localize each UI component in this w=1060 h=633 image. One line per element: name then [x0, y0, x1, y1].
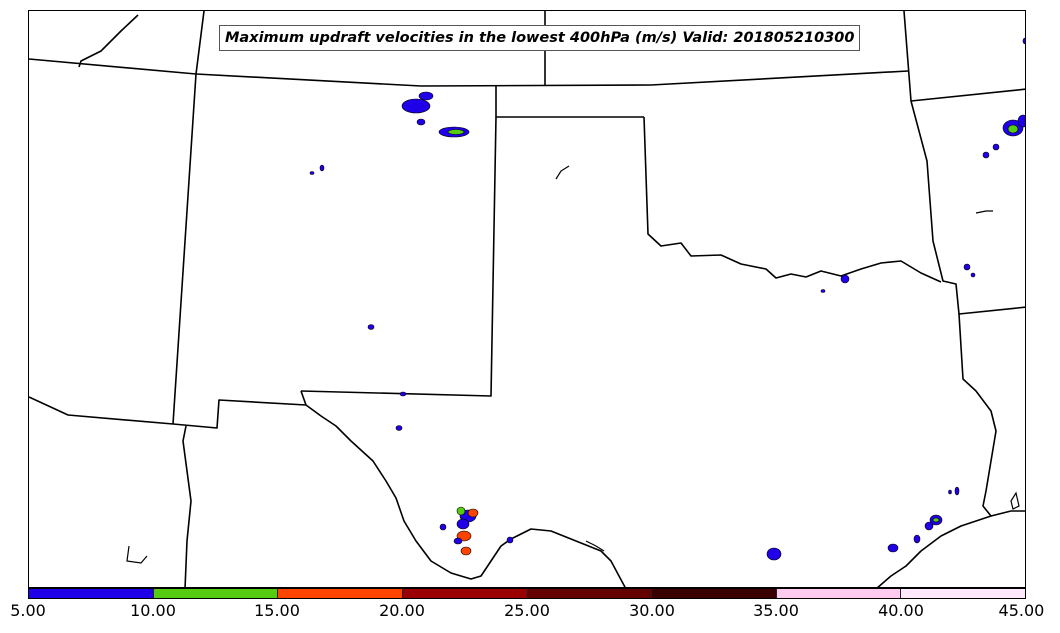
- colorbar-tick-label: 20.00: [379, 601, 425, 620]
- colorbar-segment: [652, 589, 777, 598]
- coastline-texas: [877, 510, 1025, 587]
- updraft-cell: [319, 164, 325, 172]
- updraft-cell: [1017, 114, 1025, 128]
- updraft-cell: [416, 118, 426, 126]
- colorbar-segment: [901, 589, 1025, 598]
- updraft-cell: [948, 489, 952, 495]
- updraft-cell: [913, 534, 921, 544]
- map-title: Maximum updraft velocities in the lowest…: [219, 25, 861, 51]
- state-border-tx-nm-south: [172, 399, 307, 429]
- updraft-cell: [418, 91, 434, 101]
- colorbar-tick-label: 35.00: [753, 601, 799, 620]
- colorbar-tick-label: 5.00: [10, 601, 46, 620]
- colorbar-tick-label: 40.00: [878, 601, 924, 620]
- colorbar-segment: [29, 589, 154, 598]
- lake-outline: [555, 165, 570, 180]
- updraft-cell: [887, 543, 899, 553]
- updraft-cell: [401, 98, 431, 114]
- state-border-missouri: [903, 11, 1025, 102]
- updraft-cell: [439, 523, 447, 531]
- updraft-cell: [820, 289, 826, 293]
- state-border-north: [29, 58, 909, 87]
- lake-outlines: [126, 165, 1020, 564]
- state-border-nm-tx-east: [300, 116, 497, 397]
- coastline-michigan: [78, 14, 139, 68]
- updraft-cell: [460, 546, 472, 556]
- updraft-cell: [954, 486, 960, 496]
- updraft-cell: [840, 274, 850, 284]
- updraft-cell: [309, 171, 315, 175]
- updraft-cell: [395, 425, 403, 431]
- updraft-cell: [766, 547, 782, 561]
- colorbar-tick-label: 10.00: [130, 601, 176, 620]
- colorbar-tick-label: 15.00: [254, 601, 300, 620]
- updraft-cell: [367, 324, 375, 330]
- updraft-cell: [456, 506, 466, 516]
- lake-outline: [975, 210, 993, 214]
- updraft-cell: [1007, 124, 1019, 134]
- state-border-tx-la: [958, 313, 997, 517]
- updraft-cell: [506, 536, 514, 544]
- state-border-tx-mexico: [300, 390, 626, 587]
- colorbar-segment: [776, 589, 902, 598]
- updraft-cell: [963, 263, 971, 271]
- updraft-cell: [982, 151, 990, 159]
- colorbar-tick-label: 25.00: [504, 601, 550, 620]
- updraft-cell: [447, 129, 465, 135]
- updraft-cell: [453, 537, 463, 545]
- colorbar-segment: [402, 589, 528, 598]
- colorbar-tick-label: 45.00: [998, 601, 1045, 620]
- updraft-cell: [924, 521, 934, 531]
- lake-outline: [126, 545, 148, 564]
- lake-outline: [585, 540, 605, 552]
- colorbar-tick-label: 30.00: [629, 601, 675, 620]
- updraft-contours: [309, 37, 1025, 561]
- colorbar-segment: [527, 589, 653, 598]
- state-border-az-west: [182, 425, 192, 587]
- state-border-colorado-nm: [172, 11, 205, 425]
- colorbar-segment: [153, 589, 279, 598]
- updraft-cell: [1022, 37, 1025, 45]
- colorbar-segment: [278, 589, 403, 598]
- state-border-ok-red-river: [643, 116, 942, 283]
- updraft-cell: [456, 518, 470, 530]
- updraft-cell: [467, 508, 479, 518]
- updraft-cell: [970, 272, 976, 278]
- updraft-cell: [932, 517, 940, 523]
- map-canvas: [29, 11, 1025, 587]
- updraft-cell: [992, 143, 1000, 151]
- lake-outline: [1010, 491, 1020, 510]
- colorbar: [28, 588, 1026, 599]
- map-panel: Maximum updraft velocities in the lowest…: [28, 10, 1026, 588]
- state-border-az-mex: [29, 396, 174, 425]
- state-border-ok-panhandle: [495, 85, 644, 118]
- updraft-cell: [399, 391, 407, 397]
